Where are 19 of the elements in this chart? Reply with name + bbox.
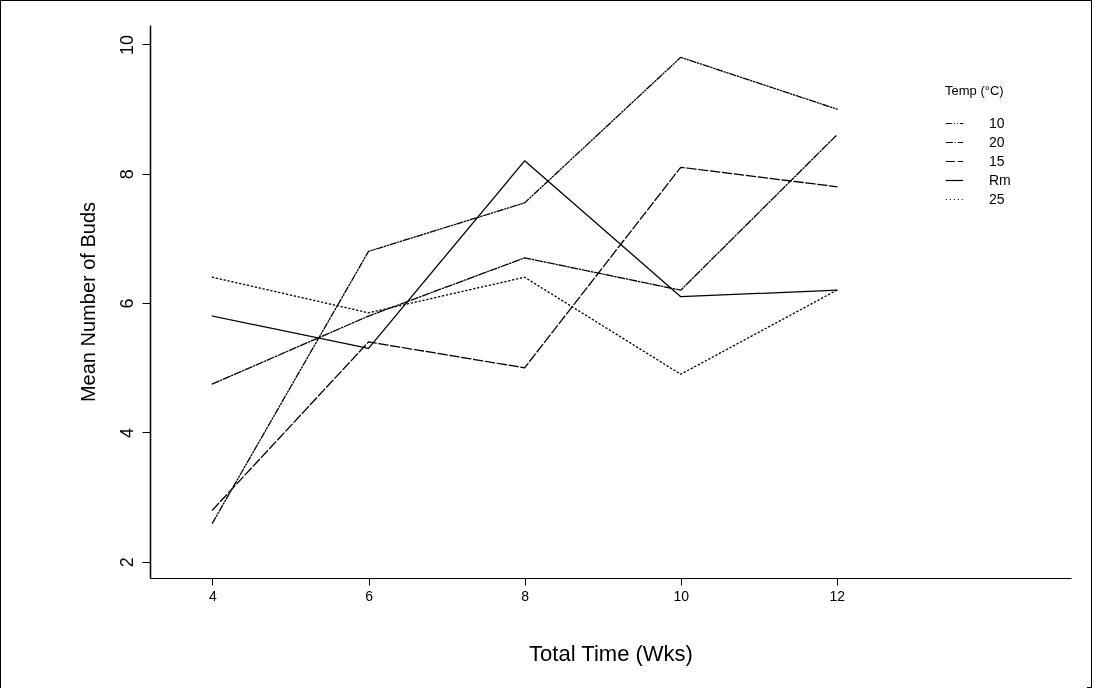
y-tick-label: 4	[116, 427, 137, 438]
x-tick-label: 6	[365, 587, 374, 604]
y-tick-label: 6	[116, 298, 137, 309]
legend-title: Temp (°C)	[945, 83, 1004, 98]
x-tick-label: 10	[673, 587, 690, 604]
x-tick-label: 12	[829, 587, 846, 604]
x-tick-label: 8	[521, 587, 530, 604]
x-axis-title: Total Time (Wks)	[529, 640, 693, 666]
y-axis-title: Mean Number of Buds	[76, 201, 99, 403]
legend-label: 20	[989, 133, 1005, 150]
y-tick-label: 8	[116, 169, 137, 180]
legend-label: Rm	[989, 171, 1011, 188]
line-series	[211, 56, 838, 524]
y-tick-label: 2	[116, 557, 137, 568]
legend-label: 15	[989, 152, 1005, 169]
legend-label: 10	[989, 114, 1005, 131]
legend-label: 25	[989, 190, 1005, 207]
y-tick-label: 10	[116, 34, 137, 55]
x-tick-label: 4	[209, 587, 218, 604]
